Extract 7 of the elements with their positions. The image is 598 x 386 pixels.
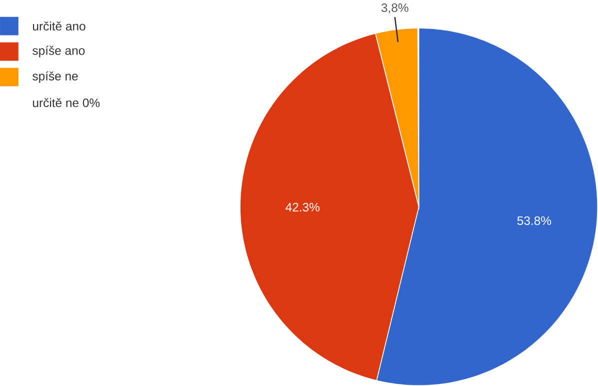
data-label: 42.3%	[286, 202, 320, 212]
legend-label: spíše ano	[32, 46, 85, 58]
data-label: 3,8%	[381, 3, 408, 14]
text: určitě ne 0%	[33, 98, 100, 108]
legend-label: určitě ano	[33, 22, 86, 31]
data-label: 53.8%	[517, 216, 552, 225]
legend-label: spíše ne	[32, 71, 78, 83]
